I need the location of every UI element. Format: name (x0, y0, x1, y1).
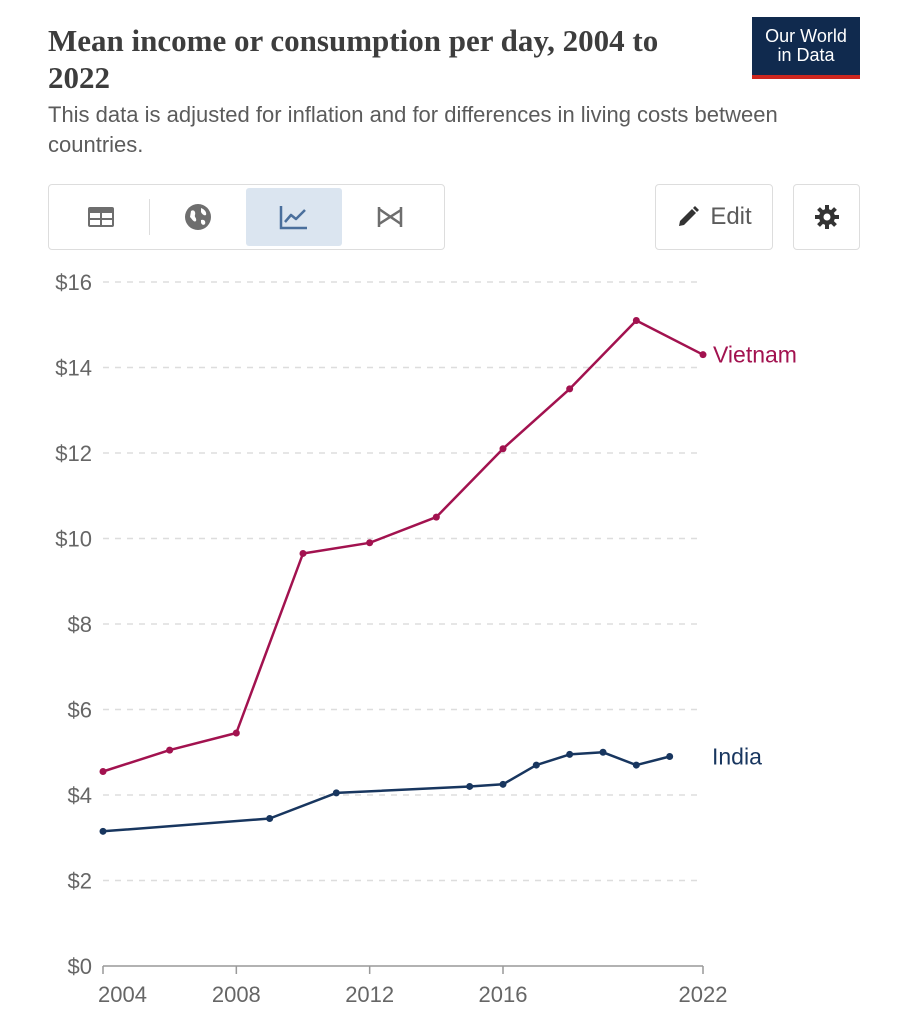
data-point-india (566, 750, 574, 758)
data-point-india (466, 782, 474, 790)
chart-subtitle: This data is adjusted for inflation and … (48, 102, 778, 157)
data-point-india (99, 827, 107, 835)
data-point-india (666, 753, 674, 761)
pencil-icon (679, 206, 700, 226)
y-tick-label: $2 (68, 869, 92, 894)
data-point-vietnam (499, 445, 507, 453)
owid-logo[interactable]: Our World in Data (752, 17, 860, 79)
data-point-india (499, 780, 507, 788)
gear-icon (814, 205, 839, 229)
y-tick-label: $8 (68, 612, 92, 637)
data-point-vietnam (632, 316, 640, 324)
x-tick-label: 2012 (345, 982, 394, 1007)
logo-line-2: in Data (777, 45, 835, 65)
data-point-vietnam (432, 513, 440, 521)
chart-title: Mean income or consumption per day, 2004… (48, 23, 659, 95)
edit-button[interactable]: Edit (655, 184, 773, 250)
data-point-vietnam (232, 729, 240, 737)
y-tick-label: $0 (68, 954, 92, 979)
y-tick-label: $16 (55, 270, 92, 295)
logo-line-1: Our World (765, 26, 847, 46)
tab-table[interactable] (53, 188, 149, 246)
slope-chart-icon (377, 207, 403, 227)
y-tick-label: $14 (55, 356, 92, 381)
x-tick-label: 2022 (679, 982, 728, 1007)
table-icon (88, 207, 114, 227)
data-point-india (266, 815, 274, 823)
globe-icon (185, 204, 211, 230)
data-point-india (632, 761, 640, 769)
data-point-vietnam (366, 539, 374, 547)
view-tabs (48, 184, 445, 250)
tab-divider (149, 199, 150, 235)
x-tick-label: 2008 (212, 982, 261, 1007)
y-tick-label: $6 (68, 698, 92, 723)
data-point-vietnam (99, 767, 107, 775)
settings-button[interactable] (793, 184, 860, 250)
x-tick-label: 2016 (479, 982, 528, 1007)
data-point-vietnam (299, 549, 307, 557)
data-point-india (599, 748, 607, 756)
series-label-india: India (712, 744, 762, 770)
series-line-vietnam (102, 319, 704, 773)
data-point-vietnam (566, 385, 574, 393)
y-tick-label: $4 (68, 783, 92, 808)
tab-slope[interactable] (342, 188, 438, 246)
line-chart-icon (279, 206, 307, 230)
data-point-vietnam (699, 351, 707, 359)
series-line-india (102, 751, 671, 833)
data-point-india (332, 789, 340, 797)
x-tick-label: 2004 (98, 982, 147, 1007)
y-tick-label: $12 (55, 441, 92, 466)
y-tick-label: $10 (55, 527, 92, 552)
edit-button-label: Edit (710, 203, 752, 230)
tab-chart[interactable] (246, 188, 342, 246)
data-point-india (532, 761, 540, 769)
series-label-vietnam: Vietnam (713, 342, 797, 368)
data-point-vietnam (166, 746, 174, 754)
tab-map[interactable] (150, 188, 246, 246)
